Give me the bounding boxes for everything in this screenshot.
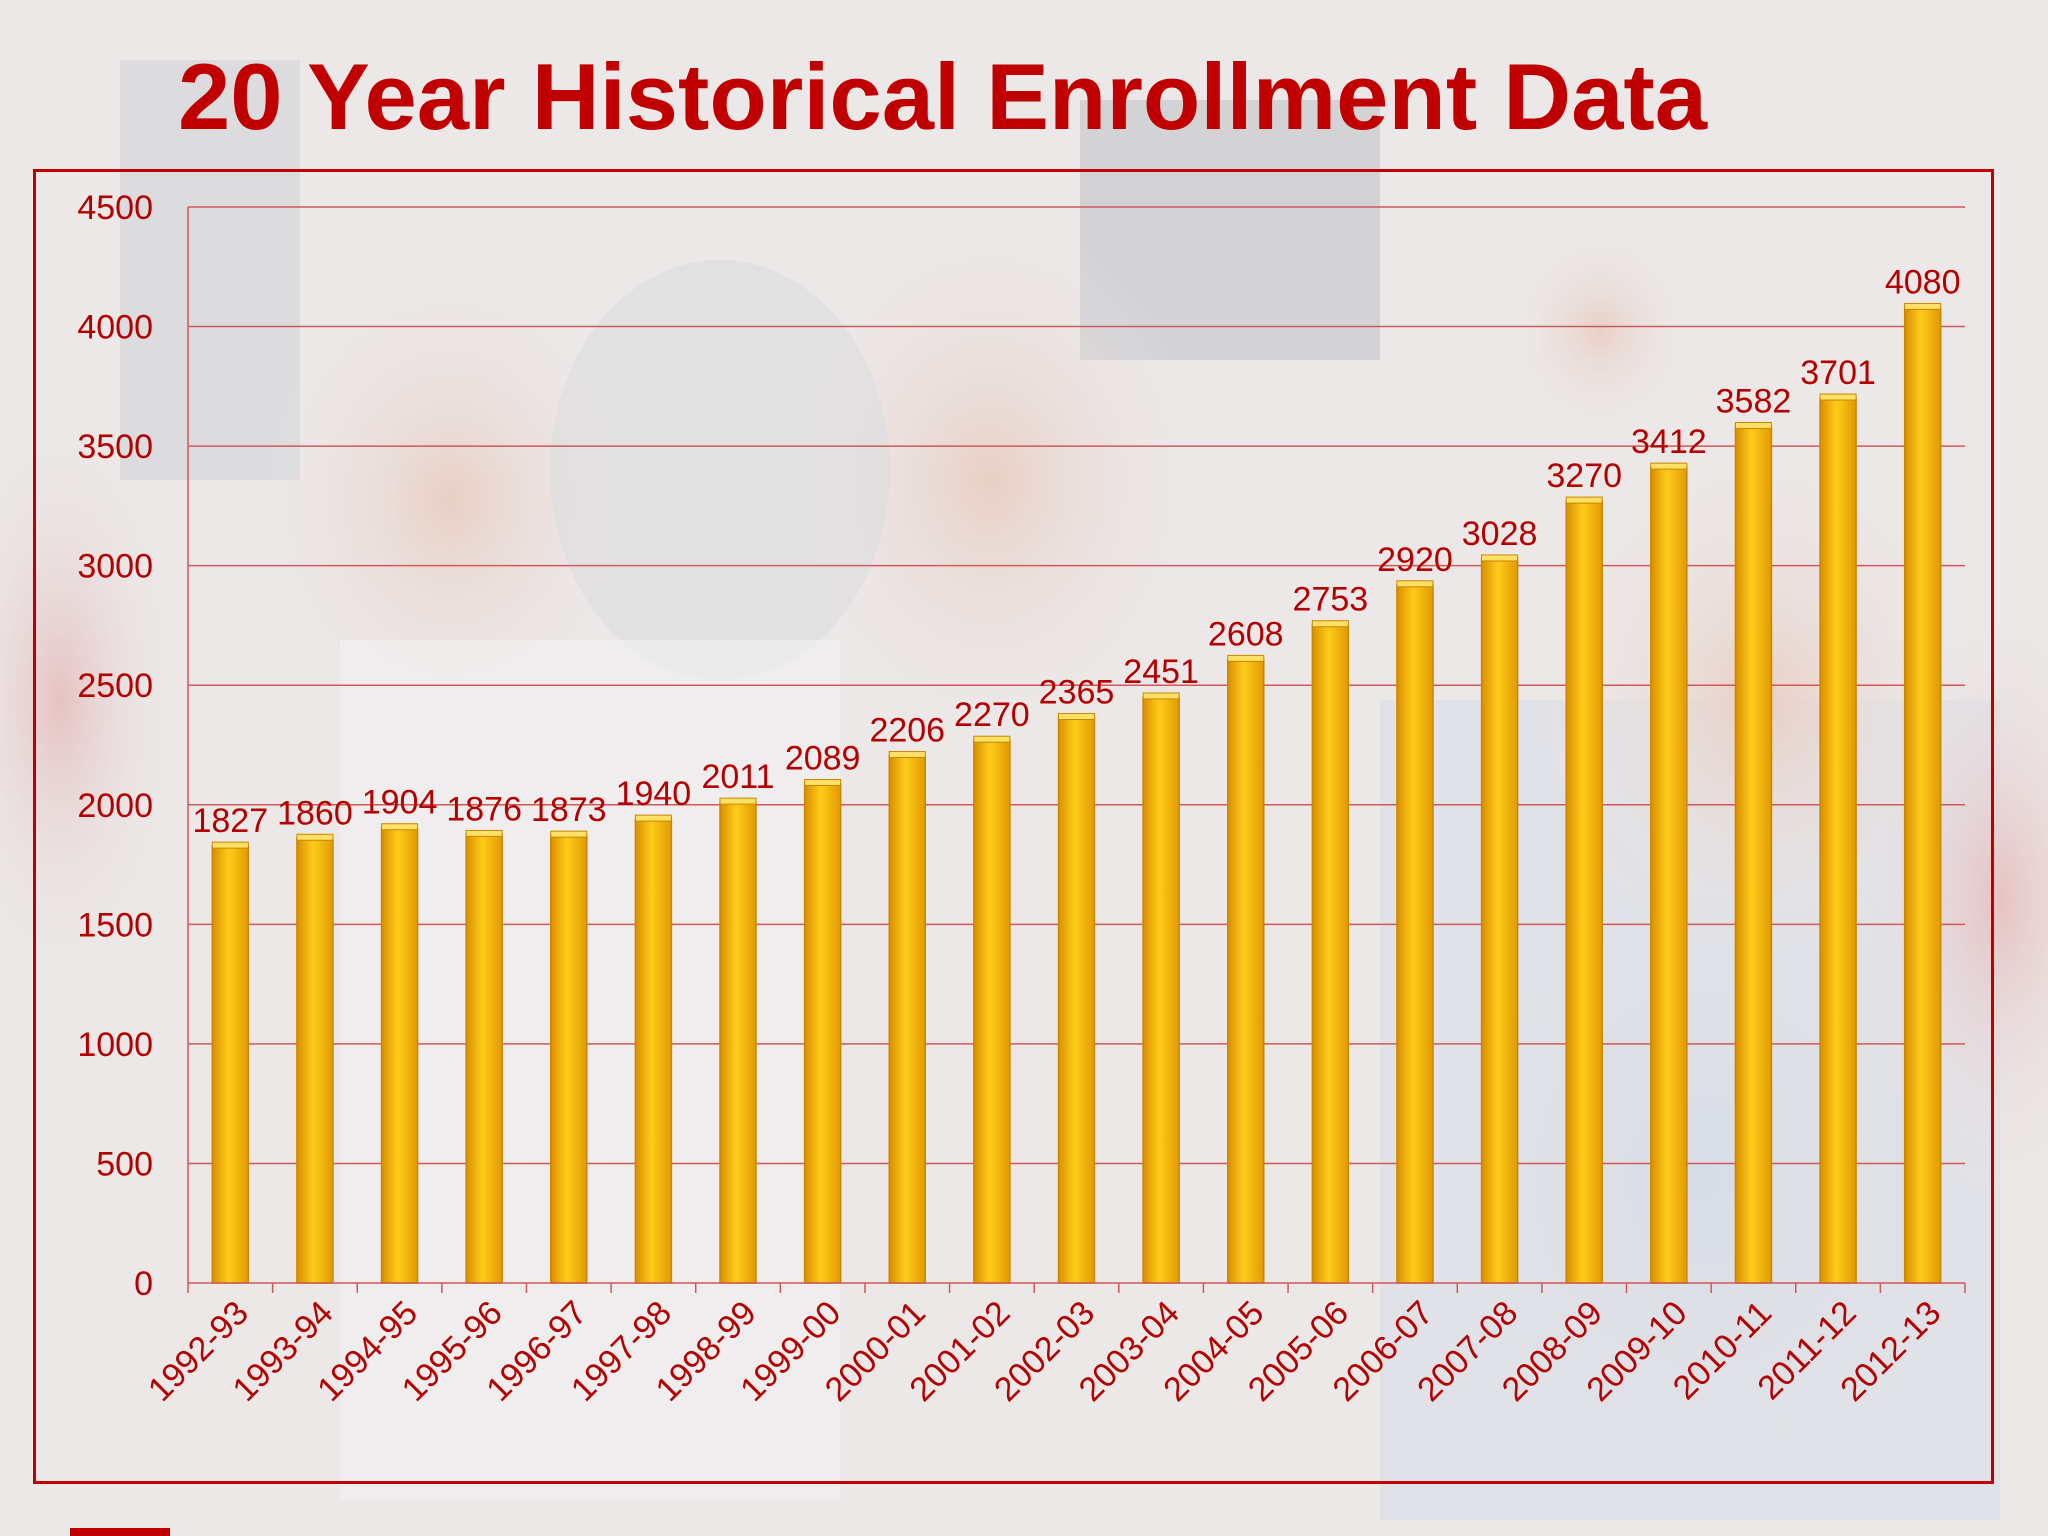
bar — [1903, 306, 1942, 1284]
y-tick-label: 4500 — [77, 189, 153, 227]
bar-top — [1227, 654, 1265, 662]
data-label: 2920 — [1377, 541, 1453, 579]
bar — [973, 739, 1011, 1284]
bar — [1226, 658, 1265, 1284]
y-tick-label: 4000 — [77, 309, 153, 347]
data-label: 2206 — [869, 712, 945, 750]
bar-top — [634, 814, 672, 822]
data-label: 2753 — [1293, 581, 1369, 619]
bar-top — [550, 830, 588, 838]
y-tick-label: 1000 — [77, 1026, 153, 1064]
bar-top — [1142, 692, 1180, 700]
y-tick-label: 3000 — [77, 548, 153, 586]
bar-top — [1311, 620, 1349, 628]
bar — [888, 754, 927, 1284]
y-tick-label: 3500 — [77, 428, 153, 466]
data-label: 1940 — [616, 775, 692, 813]
bar-top — [719, 797, 757, 805]
y-tick-label: 500 — [96, 1145, 153, 1183]
bar — [634, 818, 673, 1284]
bar-top — [1565, 496, 1603, 504]
data-label: 3270 — [1546, 457, 1622, 495]
y-tick-label: 1500 — [77, 906, 153, 944]
y-tick-label: 2000 — [77, 787, 153, 825]
bar — [1396, 584, 1434, 1284]
bar-top — [973, 735, 1011, 743]
bar-top — [1481, 554, 1519, 562]
data-label: 4080 — [1885, 263, 1961, 301]
bar — [296, 837, 334, 1284]
bar-top — [1396, 580, 1434, 588]
bar — [550, 834, 588, 1284]
axes — [187, 207, 1966, 1293]
y-tick-label: 0 — [134, 1265, 153, 1303]
bar — [1565, 500, 1603, 1284]
data-label: 2011 — [701, 758, 774, 796]
bar — [1819, 397, 1857, 1284]
bar-top — [381, 823, 419, 831]
bar — [719, 801, 757, 1284]
data-label: 1904 — [362, 784, 438, 822]
bar-top — [804, 778, 842, 786]
bar-top — [1734, 422, 1772, 430]
bar-top — [1904, 302, 1942, 310]
y-axis-tick-labels: 0 500 1000 1500 2000 2500 3000 3500 4000 4500 — [77, 189, 153, 1303]
data-label: 2451 — [1123, 653, 1199, 691]
data-label: 1860 — [277, 794, 353, 832]
bar — [465, 833, 503, 1284]
slide-title: 20 Year Historical Enrollment Data — [178, 44, 1708, 149]
x-axis-tick-labels: 1992-931993-941994-951995-961996-971997-… — [141, 1294, 1948, 1409]
bar — [1734, 425, 1773, 1284]
bar — [1311, 623, 1350, 1284]
bar — [380, 826, 419, 1284]
bar — [1142, 696, 1180, 1284]
chart-frame — [33, 169, 1994, 1484]
data-label: 2608 — [1208, 615, 1284, 653]
data-label: 3582 — [1716, 383, 1792, 421]
data-label: 3412 — [1631, 423, 1707, 461]
data-label: 1873 — [531, 791, 607, 829]
data-label: 2270 — [954, 696, 1030, 734]
bar — [211, 845, 250, 1284]
data-label: 3028 — [1462, 515, 1538, 553]
bar — [803, 782, 842, 1284]
y-tick-label: 2500 — [77, 667, 153, 705]
bar-top — [888, 751, 926, 759]
bar — [1650, 466, 1688, 1284]
footer-accent-bar — [70, 1528, 170, 1536]
data-label: 3701 — [1800, 354, 1876, 392]
data-label: 1876 — [446, 790, 522, 828]
bar — [1480, 558, 1519, 1284]
bar-top — [211, 841, 249, 849]
bar-top — [465, 829, 503, 837]
data-label: 2365 — [1039, 674, 1115, 712]
bar-top — [1650, 462, 1688, 470]
bar-top — [1819, 393, 1857, 401]
bar-top — [1058, 713, 1095, 721]
data-label: 2089 — [785, 739, 861, 777]
bar — [1057, 716, 1096, 1284]
data-label: 1827 — [192, 802, 268, 840]
bar-top — [296, 833, 334, 841]
